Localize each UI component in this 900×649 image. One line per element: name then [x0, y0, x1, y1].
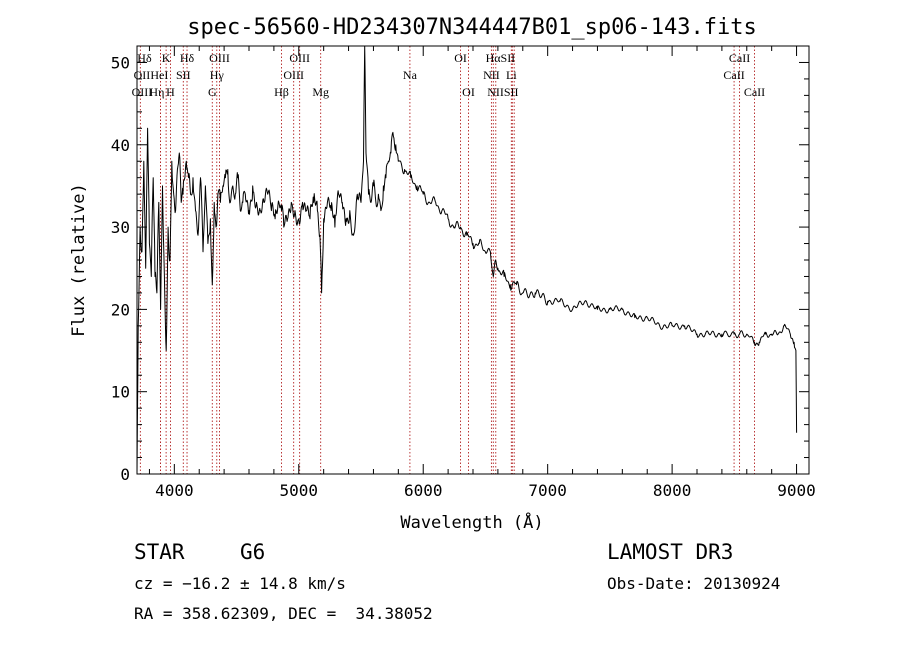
line-label-4: OIII: [289, 51, 310, 65]
object-class: STAR: [134, 540, 185, 564]
line-label-18: Hη: [149, 85, 164, 99]
chart-title: spec-56560-HD234307N344447B01_sp06-143.f…: [187, 15, 757, 40]
spectral-line-markers: [139, 46, 755, 474]
line-label-6: HαSII: [486, 51, 516, 65]
series-0-line: [136, 45, 798, 475]
line-label-3: OIII: [209, 51, 230, 65]
plot-frame: [136, 45, 810, 475]
line-label-20: G: [208, 85, 217, 99]
line-label-9: HeI: [150, 68, 168, 82]
object-subclass: G6: [240, 540, 266, 564]
x-tick-label-2: 6000: [404, 481, 443, 500]
line-label-11: Hγ: [210, 68, 225, 82]
x-axis-label: Wavelength (Å): [400, 511, 543, 533]
x-tick-label-5: 9000: [777, 481, 816, 500]
y-tick-label-5: 50: [111, 53, 130, 72]
line-label-25: CaII: [744, 85, 765, 99]
x-tick-label-4: 8000: [653, 481, 692, 500]
x-tick-label-0: 4000: [155, 481, 194, 500]
line-label-22: Mg: [312, 85, 329, 99]
line-label-5: OI: [454, 51, 467, 65]
line-label-7: CaII: [729, 51, 750, 65]
y-tick-label-1: 10: [111, 383, 130, 402]
x-tick-label-3: 7000: [528, 481, 567, 500]
redshift-value: cz = −16.2 ± 14.8 km/s: [134, 574, 346, 593]
line-label-19: H: [166, 85, 175, 99]
line-label-1: K: [162, 51, 171, 65]
x-tick-label-1: 5000: [280, 481, 319, 500]
y-tick-label-4: 40: [111, 136, 130, 155]
line-label-24: NIISII: [487, 85, 518, 99]
y-tick-label-3: 30: [111, 218, 130, 237]
line-label-0: Hδ: [180, 51, 195, 65]
y-axis-label: Flux (relative): [69, 183, 89, 337]
y-tick-label-0: 0: [120, 465, 130, 484]
line-label-16: CaII: [723, 68, 744, 82]
y-tick-label-2: 20: [111, 300, 130, 319]
line-label-13: Na: [403, 68, 418, 82]
spectrum-series: [136, 45, 798, 475]
line-label-10: SII: [176, 68, 191, 82]
observation-date: Obs-Date: 20130924: [607, 574, 781, 593]
line-label-21: Hβ: [274, 85, 289, 99]
line-label-14: NII: [483, 68, 500, 82]
spectral-line-labels: Hδ K Hδ OIII OIII OI HαSII CaII OII HeI SII Hγ OIII N…: [132, 51, 766, 99]
survey-name: LAMOST DR3: [607, 540, 734, 564]
line-label-15: Li: [506, 68, 517, 82]
coordinates: RA = 358.62309, DEC = 34.38052: [134, 604, 433, 623]
line-label-23: OI: [462, 85, 475, 99]
line-label-8: OII: [134, 68, 151, 82]
line-label-12: OIII: [283, 68, 304, 82]
line-label-2: Hδ: [137, 51, 152, 65]
